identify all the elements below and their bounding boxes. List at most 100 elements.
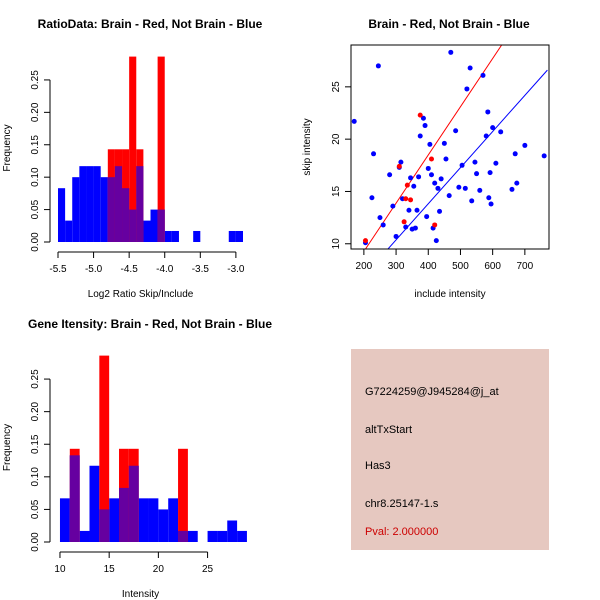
gene-x-tick-label-3: 25 — [202, 564, 214, 575]
scatter-point-notbrain-39 — [456, 184, 462, 190]
scatter-point-brain-8 — [432, 222, 438, 228]
scatter-plot-box — [350, 44, 550, 250]
scatter-point-notbrain-0 — [351, 118, 357, 124]
ratio-bar-brain-3 — [129, 56, 137, 242]
ratio-bar-notbrain-16 — [171, 230, 179, 242]
scatter-point-notbrain-56 — [498, 129, 504, 135]
scatter-point-notbrain-20 — [416, 174, 422, 180]
scatter-point-notbrain-55 — [493, 160, 499, 166]
ratio-title: RatioData: Brain - Red, Not Brain - Blue — [38, 17, 263, 31]
ratio-bar-notbrain-4 — [86, 166, 94, 242]
gene-x-axis-label: Intensity — [122, 589, 159, 600]
scatter-point-notbrain-36 — [446, 193, 452, 199]
scatter-point-notbrain-18 — [412, 225, 418, 231]
gene-bar-notbrain-13 — [187, 530, 198, 542]
scatter-point-notbrain-15 — [408, 175, 414, 181]
scatter-point-notbrain-5 — [377, 215, 383, 221]
gene-x-tick-label-1: 15 — [104, 564, 116, 575]
scatter-point-notbrain-32 — [437, 208, 443, 214]
scatter-point-notbrain-23 — [422, 123, 428, 129]
ratio-x-tick-label-0: -5.5 — [49, 264, 67, 275]
scatter-point-notbrain-60 — [522, 142, 528, 148]
gene-bar-notbrain-14 — [207, 530, 218, 542]
ratio-bar-notbrain-12 — [143, 220, 151, 242]
event-type-text: altTxStart — [365, 424, 413, 436]
scatter-point-notbrain-51 — [486, 195, 492, 201]
pval-text: Pval: 2.000000 — [365, 526, 439, 538]
ratio-bar-overlap-4 — [136, 166, 144, 242]
scatter-point-notbrain-6 — [380, 222, 386, 228]
gene-bar-overlap-3 — [128, 465, 139, 542]
scatter-point-notbrain-45 — [472, 159, 478, 165]
scatter-point-notbrain-22 — [420, 115, 426, 121]
ratio-bar-notbrain-2 — [72, 177, 80, 242]
gene-bar-brain-4 — [178, 448, 188, 542]
scatter-point-notbrain-33 — [438, 176, 444, 182]
gene-y-tick-label-2: 0.10 — [30, 467, 41, 487]
scatter-x-tick-label-5: 700 — [517, 261, 534, 272]
scatter-point-notbrain-27 — [428, 172, 434, 178]
ratio-x-tick-label-5: -3.0 — [227, 264, 245, 275]
scatter-y-axis-label: skip intensity — [302, 118, 313, 175]
scatter-point-notbrain-35 — [443, 156, 449, 162]
ratio-y-axis-label: Frequency — [2, 124, 13, 171]
ratio-x-tick-label-2: -4.5 — [121, 264, 139, 275]
ratio-bar-overlap-1 — [114, 166, 123, 242]
gene-y-tick-label-5: 0.25 — [30, 369, 41, 389]
ratio-bar-notbrain-1 — [65, 220, 73, 242]
gene-bar-notbrain-9 — [148, 498, 159, 542]
scatter-point-brain-1 — [396, 163, 402, 169]
scatter-fit-line-red — [365, 45, 503, 249]
ratio-bar-notbrain-17 — [193, 230, 201, 242]
scatter-point-notbrain-53 — [488, 201, 494, 207]
scatter-point-notbrain-19 — [414, 207, 420, 213]
gene-bar-notbrain-0 — [59, 498, 70, 542]
scatter-point-notbrain-4 — [375, 63, 381, 69]
ratio-y-tick-label-3: 0.15 — [30, 135, 41, 155]
gene-name-text: Has3 — [365, 460, 391, 472]
ratio-y-tick-label-0: 0.00 — [30, 232, 41, 252]
ratio-y-tick-label-4: 0.20 — [30, 102, 41, 122]
scatter-point-notbrain-61 — [541, 153, 547, 159]
ratio-bar-brain-5 — [157, 56, 165, 242]
scatter-point-brain-2 — [401, 219, 407, 225]
gene-x-tick-label-2: 20 — [153, 564, 165, 575]
scatter-x-tick-label-4: 600 — [484, 261, 501, 272]
scatter-point-notbrain-9 — [393, 233, 399, 239]
gene-y-tick-label-1: 0.05 — [30, 499, 41, 519]
ratio-bar-overlap-3 — [129, 209, 137, 242]
scatter-x-axis-label: include intensity — [414, 289, 485, 300]
scatter-point-notbrain-42 — [464, 86, 470, 92]
ratio-x-tick-label-1: -5.0 — [85, 264, 103, 275]
scatter-x-tick-label-0: 200 — [356, 261, 373, 272]
scatter-x-tick-label-2: 400 — [420, 261, 437, 272]
gene-bar-notbrain-3 — [89, 465, 100, 542]
scatter-point-notbrain-21 — [417, 133, 423, 139]
scatter-point-notbrain-14 — [406, 207, 412, 213]
scatter-point-notbrain-3 — [371, 151, 377, 157]
scatter-point-notbrain-44 — [469, 198, 475, 204]
scatter-point-notbrain-24 — [424, 214, 430, 220]
scatter-point-notbrain-8 — [390, 203, 396, 209]
scatter-point-notbrain-50 — [485, 109, 491, 115]
scatter-point-notbrain-40 — [459, 162, 465, 168]
scatter-point-notbrain-7 — [387, 172, 393, 178]
ratio-y-tick-label-5: 0.25 — [30, 70, 41, 90]
scatter-point-notbrain-26 — [427, 141, 433, 147]
scatter-point-notbrain-49 — [483, 133, 489, 139]
ratio-bar-notbrain-6 — [100, 177, 108, 242]
scatter-point-notbrain-30 — [433, 238, 439, 244]
scatter-y-tick-label-2: 20 — [331, 133, 342, 145]
gene-bar-notbrain-8 — [138, 498, 149, 542]
gene-bar-notbrain-10 — [158, 509, 169, 542]
gene-x-tick-label-0: 10 — [54, 564, 66, 575]
scatter-point-notbrain-11 — [398, 159, 404, 165]
scatter-point-brain-7 — [428, 156, 434, 162]
ratio-bar-notbrain-15 — [164, 230, 172, 242]
ratio-bar-notbrain-5 — [93, 166, 101, 242]
scatter-point-notbrain-17 — [411, 183, 417, 189]
gene-bar-notbrain-15 — [217, 530, 228, 542]
ratio-bar-overlap-2 — [122, 188, 130, 242]
info-panel: G7224259@J945284@j_at altTxStart Has3 ch… — [351, 349, 549, 550]
ratio-y-tick-label-2: 0.10 — [30, 167, 41, 187]
